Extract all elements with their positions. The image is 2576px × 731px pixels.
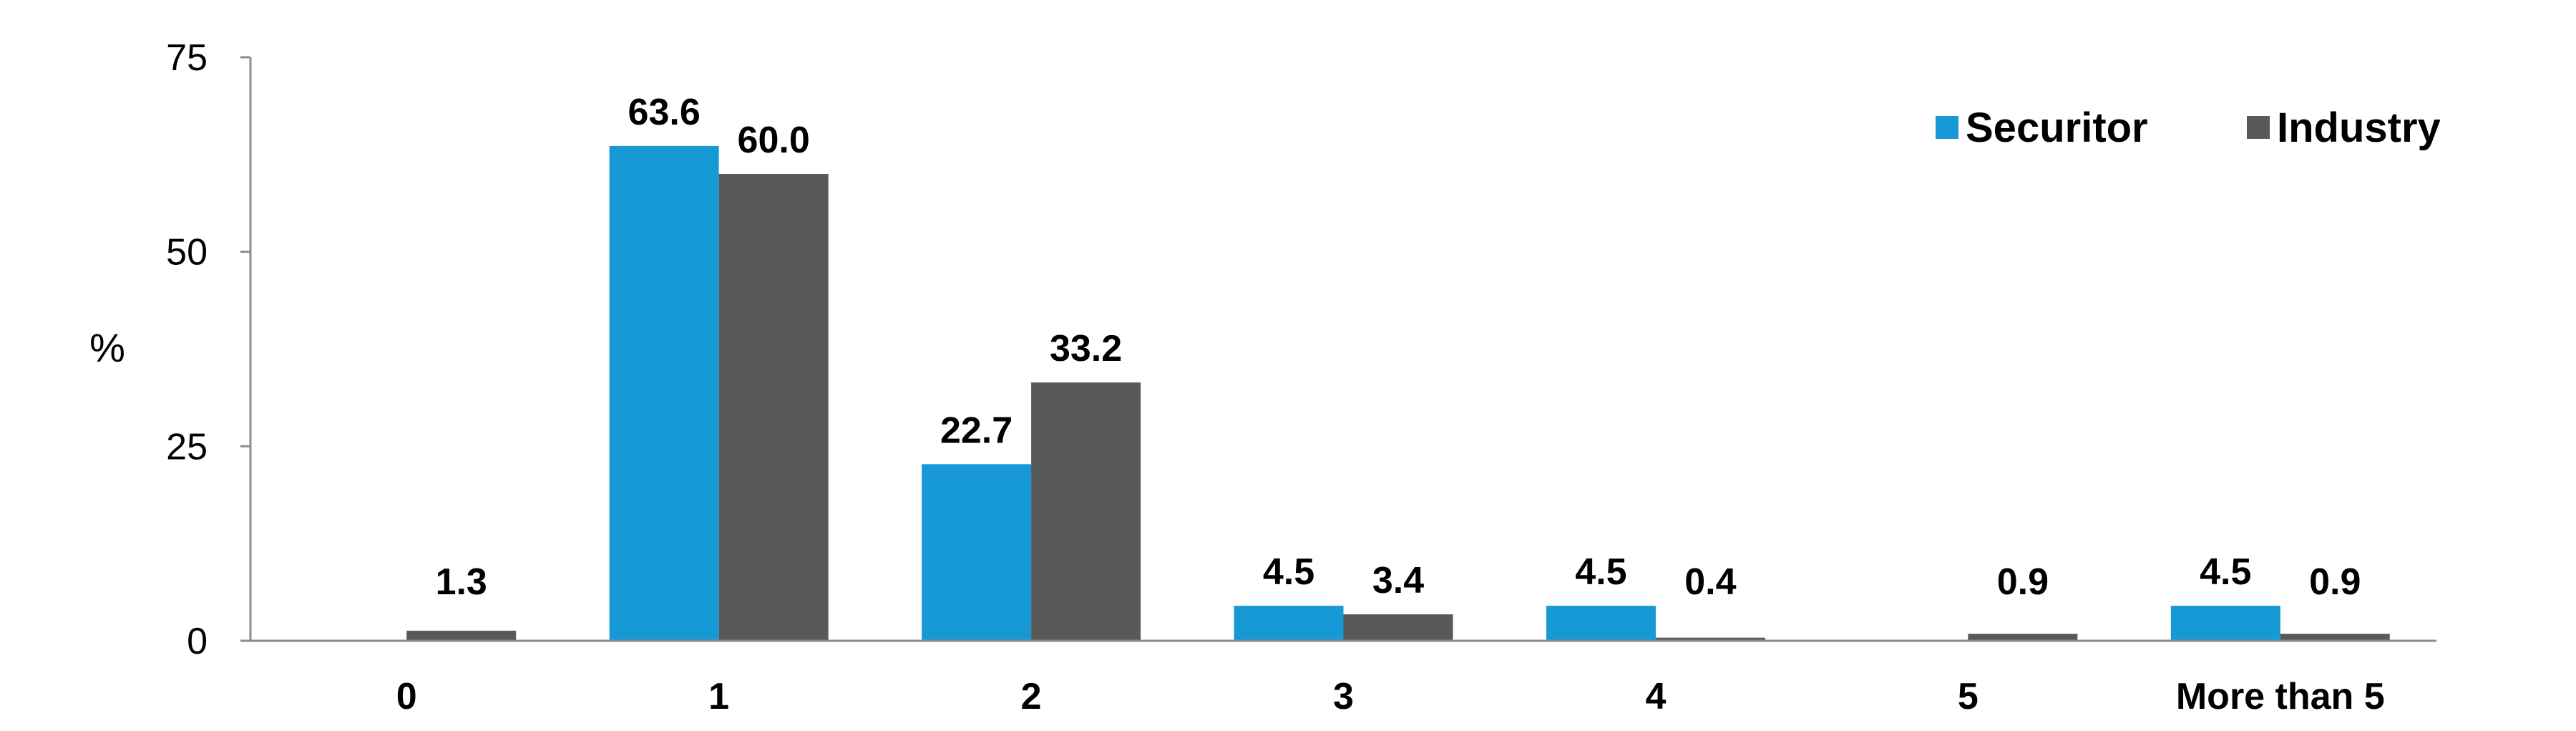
bar-securitor-6 xyxy=(2170,606,2280,641)
x-tick-label: 2 xyxy=(1021,676,1042,717)
data-label-industry-5: 0.9 xyxy=(1997,561,2049,603)
bar-industry-0 xyxy=(406,630,517,641)
y-axis-ticks: 0 25 50 75 xyxy=(166,37,250,662)
data-labels: 1.3 63.6 60.0 22.7 33.2 4.5 3.4 4.5 0.4 0.9 4.5 0.9 xyxy=(436,92,2361,603)
data-label-industry-6: 0.9 xyxy=(2309,561,2361,603)
bar-securitor-4 xyxy=(1546,606,1656,641)
x-axis-ticks: 0 1 2 3 4 5 More than 5 xyxy=(396,676,2385,717)
y-axis-label: % xyxy=(89,325,125,370)
bars xyxy=(406,145,2390,641)
data-label-industry-1: 60.0 xyxy=(738,120,810,161)
data-label-industry-0: 1.3 xyxy=(436,561,487,603)
data-label-industry-3: 3.4 xyxy=(1372,560,1424,601)
bar-industry-2 xyxy=(1031,382,1141,641)
x-tick-label: 4 xyxy=(1645,676,1666,717)
data-label-securitor-6: 4.5 xyxy=(2200,551,2251,593)
y-tick-label: 25 xyxy=(166,426,208,468)
legend-label-industry: Industry xyxy=(2277,105,2441,151)
legend-swatch-industry xyxy=(2247,116,2270,139)
bar-industry-4 xyxy=(1655,637,1765,641)
bar-industry-6 xyxy=(2280,634,2390,641)
legend-swatch-securitor xyxy=(1936,116,1958,139)
data-label-industry-2: 33.2 xyxy=(1050,328,1122,369)
data-label-securitor-4: 4.5 xyxy=(1575,551,1626,593)
bar-securitor-2 xyxy=(922,464,1032,641)
y-tick-label: 75 xyxy=(166,37,208,79)
data-label-securitor-1: 63.6 xyxy=(628,92,701,133)
bar-securitor-1 xyxy=(609,145,719,641)
data-label-securitor-3: 4.5 xyxy=(1263,551,1314,593)
data-label-industry-4: 0.4 xyxy=(1684,561,1736,603)
bar-industry-3 xyxy=(1343,614,1453,641)
x-tick-label: More than 5 xyxy=(2176,676,2385,717)
bar-securitor-3 xyxy=(1234,606,1344,641)
legend-label-securitor: Securitor xyxy=(1966,105,2148,151)
x-tick-label: 3 xyxy=(1333,676,1354,717)
legend: Securitor Industry xyxy=(1936,105,2441,151)
y-tick-label: 50 xyxy=(166,232,208,273)
y-tick-label: 0 xyxy=(187,621,208,662)
bar-industry-1 xyxy=(718,174,829,641)
bar-industry-5 xyxy=(1968,634,2078,641)
x-tick-label: 5 xyxy=(1958,676,1979,717)
data-label-securitor-2: 22.7 xyxy=(940,410,1013,451)
x-tick-label: 1 xyxy=(708,676,729,717)
x-tick-label: 0 xyxy=(396,676,417,717)
